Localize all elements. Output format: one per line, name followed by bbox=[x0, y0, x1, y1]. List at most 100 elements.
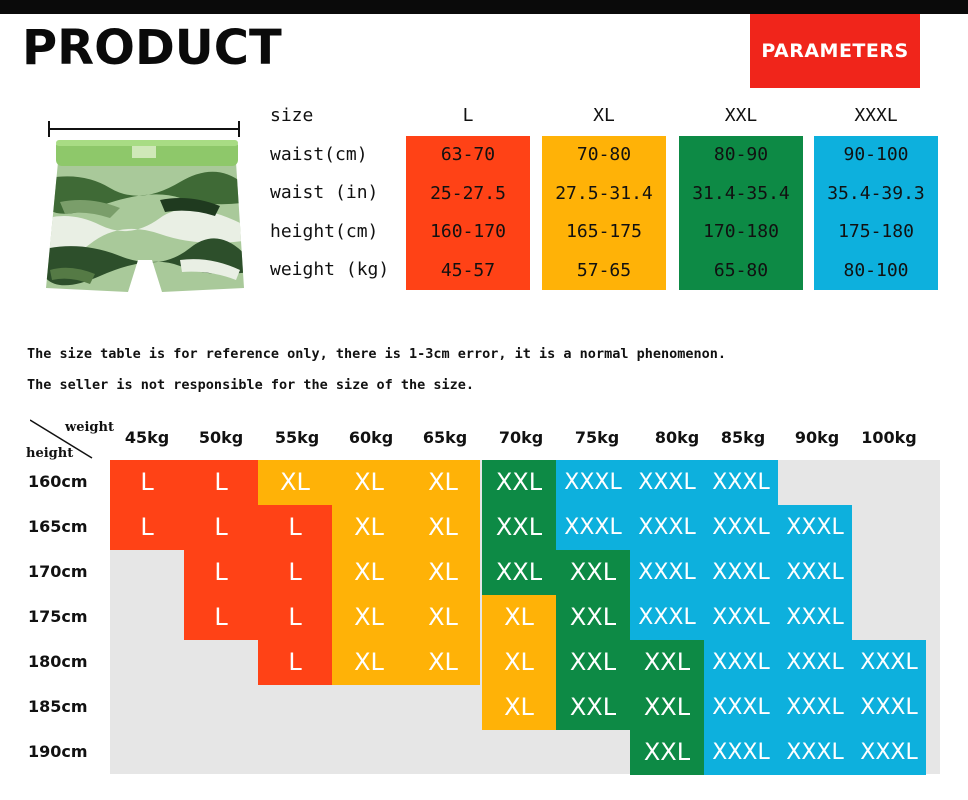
size-cell: L bbox=[258, 550, 332, 595]
weight-label-50kg: 50kg bbox=[198, 428, 244, 447]
weight-label-45kg: 45kg bbox=[124, 428, 170, 447]
boxer-briefs-illustration bbox=[46, 140, 244, 292]
size-cell: L bbox=[110, 505, 184, 550]
size-cell: XL bbox=[482, 640, 556, 685]
param-column-L: 63-70 25-27.5 160-170 45-57 bbox=[406, 136, 530, 290]
size-cell: XXXL bbox=[778, 595, 852, 640]
size-cell: XXXL bbox=[630, 460, 704, 505]
size-cell: XL bbox=[258, 460, 332, 505]
size-cell: L bbox=[258, 640, 332, 685]
top-bar bbox=[0, 0, 968, 14]
height-label-160cm: 160cm bbox=[28, 472, 88, 491]
param-cell: 63-70 bbox=[440, 144, 496, 165]
weight-label-80kg: 80kg bbox=[654, 428, 700, 447]
size-cell: L bbox=[184, 460, 258, 505]
size-cell: XXL bbox=[556, 640, 630, 685]
param-column-XL: 70-80 27.5-31.4 165-175 57-65 bbox=[542, 136, 666, 290]
size-cell: XXXL bbox=[704, 505, 778, 550]
size-cell: L bbox=[258, 505, 332, 550]
size-cell: XXL bbox=[556, 550, 630, 595]
size-cell: XXXL bbox=[778, 730, 852, 775]
size-cell: XXXL bbox=[630, 505, 704, 550]
weight-label-55kg: 55kg bbox=[274, 428, 320, 447]
size-cell: XXXL bbox=[852, 730, 926, 775]
size-cell: XL bbox=[332, 460, 406, 505]
param-cell: 25-27.5 bbox=[430, 182, 506, 204]
weight-axis-label: weight bbox=[65, 420, 114, 435]
size-cell: XXXL bbox=[556, 505, 630, 550]
size-cell: XXXL bbox=[556, 460, 630, 505]
size-cell: L bbox=[184, 505, 258, 550]
param-cell: 31.4-35.4 bbox=[692, 182, 790, 204]
size-cell: XXXL bbox=[778, 640, 852, 685]
param-label-height-cm: height(cm) bbox=[270, 221, 379, 242]
waist-measure-line bbox=[48, 121, 240, 137]
weight-label-85kg: 85kg bbox=[720, 428, 766, 447]
param-cell: 65-80 bbox=[713, 259, 769, 281]
size-cell: XXL bbox=[482, 460, 556, 505]
param-cell: 27.5-31.4 bbox=[555, 182, 653, 204]
param-cell: 90-100 bbox=[843, 144, 909, 165]
param-column-XXL: 80-90 31.4-35.4 170-180 65-80 bbox=[679, 136, 803, 290]
size-cell: XXL bbox=[556, 595, 630, 640]
size-cell: XL bbox=[332, 505, 406, 550]
size-cell: XXXL bbox=[704, 640, 778, 685]
weight-label-60kg: 60kg bbox=[348, 428, 394, 447]
size-cell: XL bbox=[332, 640, 406, 685]
size-cell: XXXL bbox=[778, 550, 852, 595]
size-cell: XXXL bbox=[704, 550, 778, 595]
size-cell: XXXL bbox=[630, 550, 704, 595]
param-cell: 70-80 bbox=[576, 144, 632, 165]
param-cell: 170-180 bbox=[703, 221, 779, 242]
param-column-XXXL: 90-100 35.4-39.3 175-180 80-100 bbox=[814, 136, 938, 290]
param-cell: 80-90 bbox=[713, 144, 769, 165]
height-label-185cm: 185cm bbox=[28, 697, 88, 716]
size-cell: XXXL bbox=[778, 505, 852, 550]
parameters-badge: PARAMETERS bbox=[750, 14, 920, 88]
param-head-XL: XL bbox=[593, 105, 615, 126]
param-label-waist-in: waist (in) bbox=[270, 182, 379, 203]
param-label-weight-kg: weight (kg) bbox=[270, 259, 390, 280]
size-cell: XL bbox=[406, 640, 480, 685]
page-title: PRODUCT bbox=[22, 20, 282, 76]
size-cell: XL bbox=[406, 595, 480, 640]
param-cell: 165-175 bbox=[566, 221, 642, 242]
size-cell: L bbox=[184, 595, 258, 640]
size-cell: XL bbox=[482, 595, 556, 640]
size-cell: XXXL bbox=[778, 685, 852, 730]
size-cell: XXXL bbox=[630, 595, 704, 640]
height-label-190cm: 190cm bbox=[28, 742, 88, 761]
param-label-waist-cm: waist(cm) bbox=[270, 144, 368, 165]
size-cell: L bbox=[110, 460, 184, 505]
height-axis-label: height bbox=[26, 446, 74, 461]
size-cell: XXXL bbox=[704, 595, 778, 640]
weight-label-70kg: 70kg bbox=[498, 428, 544, 447]
size-cell: XXL bbox=[630, 730, 704, 775]
size-cell: L bbox=[184, 550, 258, 595]
param-label-size: size bbox=[270, 105, 314, 126]
size-cell: XXL bbox=[630, 640, 704, 685]
size-cell: XXXL bbox=[704, 460, 778, 505]
size-cell: XXXL bbox=[852, 640, 926, 685]
size-cell: L bbox=[258, 595, 332, 640]
param-cell: 160-170 bbox=[430, 221, 506, 242]
size-cell: XL bbox=[406, 460, 480, 505]
size-cell: XXL bbox=[482, 550, 556, 595]
weight-label-65kg: 65kg bbox=[422, 428, 468, 447]
param-cell: 80-100 bbox=[843, 259, 909, 281]
size-cell: XL bbox=[332, 595, 406, 640]
size-cell: XL bbox=[406, 505, 480, 550]
size-cell: XXL bbox=[556, 685, 630, 730]
size-cell: XXXL bbox=[704, 685, 778, 730]
height-label-180cm: 180cm bbox=[28, 652, 88, 671]
param-head-XXL: XXL bbox=[724, 105, 758, 126]
size-cell: XXXL bbox=[852, 685, 926, 730]
weight-label-75kg: 75kg bbox=[574, 428, 620, 447]
param-cell: 45-57 bbox=[440, 259, 496, 281]
param-cell: 57-65 bbox=[576, 259, 632, 281]
size-cell: XXXL bbox=[704, 730, 778, 775]
param-head-L: L bbox=[462, 105, 474, 126]
note-reference: The size table is for reference only, th… bbox=[27, 346, 726, 362]
param-cell: 35.4-39.3 bbox=[827, 182, 925, 204]
product-image bbox=[40, 110, 250, 300]
